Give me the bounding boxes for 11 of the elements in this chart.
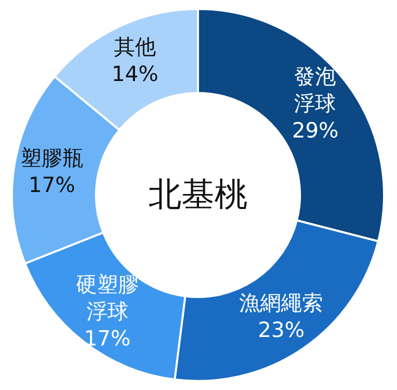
data-label: 17% — [27, 172, 76, 199]
text: 北基桃 — [148, 174, 248, 216]
slice-label: 其他 — [112, 34, 157, 62]
data-label: 23% — [256, 317, 306, 344]
slice-label: 硬塑膠浮球 — [74, 271, 140, 326]
data-label: 29% — [292, 118, 339, 145]
data-label: 14% — [110, 61, 160, 88]
data-label: 17% — [82, 325, 132, 352]
slice-label: 漁網繩索 — [238, 290, 324, 318]
slice-label: 發泡浮球 — [292, 64, 337, 118]
slice-label: 塑膠瓶 — [19, 144, 84, 172]
